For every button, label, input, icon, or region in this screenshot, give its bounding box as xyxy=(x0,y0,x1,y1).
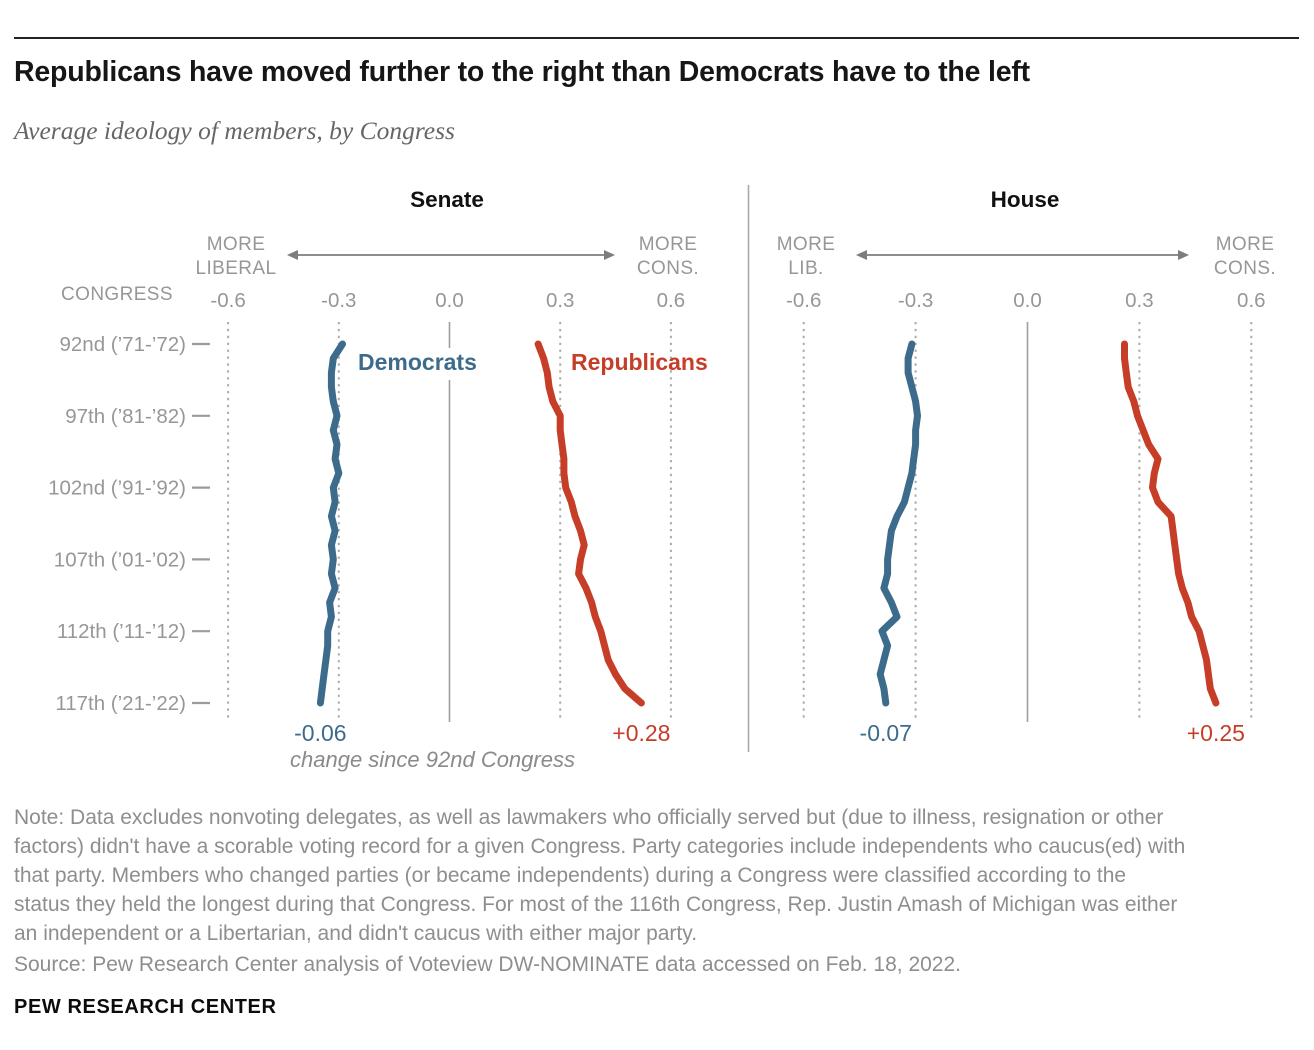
x-axis-tick-label: 0.3 xyxy=(1125,289,1154,312)
change-value-label: +0.28 xyxy=(612,720,670,746)
more-liberal-label: MORE xyxy=(207,234,266,255)
more-conservative-label: CONS. xyxy=(637,258,699,279)
change-value-label: +0.25 xyxy=(1187,720,1245,746)
change-value-label: -0.06 xyxy=(294,720,346,746)
arrow-right-head-icon xyxy=(1178,250,1189,260)
congress-tick-label: 112th (’11-’12) xyxy=(57,620,186,643)
x-axis-tick-label: 0.0 xyxy=(1013,289,1042,312)
source-text: Source: Pew Research Center analysis of … xyxy=(14,953,961,976)
congress-tick-label: 102nd (’91-’92) xyxy=(48,477,186,500)
x-axis-tick-label: -0.3 xyxy=(321,289,356,312)
house-republicans-line xyxy=(1121,340,1220,707)
more-liberal-label: LIB. xyxy=(788,258,823,279)
x-axis-tick-label: 0.6 xyxy=(1237,289,1266,312)
x-axis-tick-label: -0.6 xyxy=(786,289,821,312)
republicans-series-label: Republicans xyxy=(571,349,708,375)
note-line: Note: Data excludes nonvoting delegates,… xyxy=(14,806,1164,829)
senate-democrats-line xyxy=(316,340,346,707)
note-line: that party. Members who changed parties … xyxy=(14,864,1127,887)
arrow-left-head-icon xyxy=(856,250,867,260)
change-value-label: -0.07 xyxy=(860,720,912,746)
congress-tick-label: 107th (’01-’02) xyxy=(54,548,186,571)
note-line: factors) didn't have a scorable voting r… xyxy=(14,835,1186,858)
x-axis-tick-label: 0.0 xyxy=(435,289,464,312)
more-liberal-label: LIBERAL xyxy=(196,258,277,279)
note-line: status they held the longest during that… xyxy=(14,893,1178,916)
democrats-series-label: Democrats xyxy=(358,349,477,375)
change-annotation: change since 92nd Congress xyxy=(290,747,575,772)
senate-republicans-line xyxy=(534,340,645,707)
x-axis-tick-label: -0.6 xyxy=(210,289,245,312)
y-axis-title: CONGRESS xyxy=(61,284,173,305)
page-title: Republicans have moved further to the ri… xyxy=(14,56,1030,88)
panel-title: Senate xyxy=(410,187,484,212)
congress-tick-label: 117th (’21-’22) xyxy=(55,692,186,715)
note-line: an independent or a Libertarian, and did… xyxy=(14,922,698,945)
house-democrats-line xyxy=(876,340,921,707)
note-text: Note: Data excludes nonvoting delegates,… xyxy=(14,803,1185,948)
congress-tick-label: 92nd (’71-’72) xyxy=(60,333,187,356)
x-axis-tick-label: -0.3 xyxy=(898,289,933,312)
more-conservative-label: MORE xyxy=(639,234,698,255)
arrow-right-head-icon xyxy=(604,250,615,260)
x-axis-tick-label: 0.6 xyxy=(657,289,686,312)
more-conservative-label: CONS. xyxy=(1214,258,1276,279)
more-liberal-label: MORE xyxy=(777,234,836,255)
panel-title: House xyxy=(991,187,1060,212)
x-axis-tick-label: 0.3 xyxy=(546,289,575,312)
top-rule xyxy=(14,37,1299,39)
more-conservative-label: MORE xyxy=(1216,234,1275,255)
congress-tick-label: 97th (’81-’82) xyxy=(65,405,186,428)
page-subtitle: Average ideology of members, by Congress xyxy=(14,116,455,145)
arrow-left-head-icon xyxy=(287,250,298,260)
footer-brand: PEW RESEARCH CENTER xyxy=(14,996,277,1018)
